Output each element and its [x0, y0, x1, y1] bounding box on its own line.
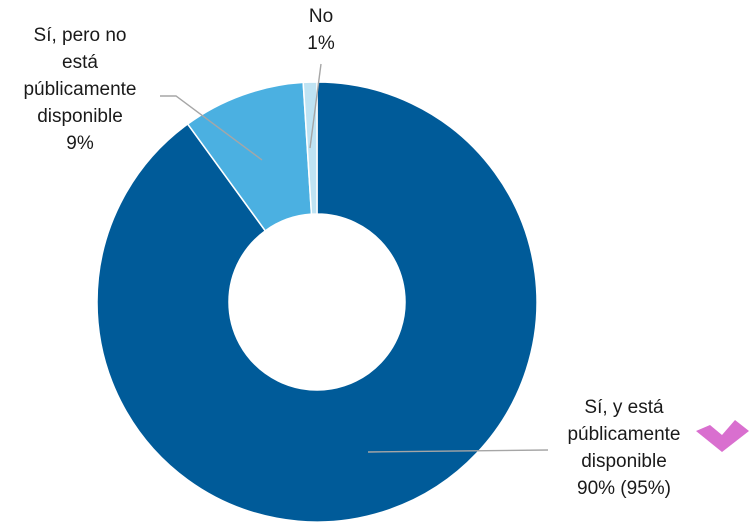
slice-category-label: Sí, pero no [34, 25, 127, 46]
slice-label-2: Sí, pero no está públicamente disponible 9% [23, 25, 136, 154]
slice-category-label: públicamente [567, 424, 680, 445]
slice-category-label: disponible [37, 106, 123, 127]
slice-label-1: Sí, y está públicamente disponible 90% (95%… [567, 397, 680, 499]
slice-value-label: 9% [66, 133, 94, 154]
donut-slices [96, 81, 538, 522]
chevron-down-icon-shape [696, 420, 749, 452]
leader-lines [160, 63, 549, 453]
slice-labels: Sí, y está públicamente disponible 90% (95%… [23, 6, 680, 499]
leader-line-1 [367, 449, 549, 453]
slice-value-label: 90% (95%) [577, 478, 671, 499]
slice-category-label: Sí, y está [584, 397, 664, 418]
leader-line-3 [309, 63, 322, 149]
slice-category-label: públicamente [23, 79, 136, 100]
slice-category-label: disponible [581, 451, 667, 472]
slice-value-label: 1% [307, 33, 335, 54]
slice-category-label: está [62, 52, 98, 73]
chevron-down-icon [696, 420, 749, 452]
slice-label-3: No 1% [307, 6, 335, 54]
leader-line-2 [160, 95, 263, 161]
donut-slice-1 [96, 81, 538, 522]
donut-slice-3 [302, 81, 318, 215]
slice-category-label: No [309, 6, 333, 27]
